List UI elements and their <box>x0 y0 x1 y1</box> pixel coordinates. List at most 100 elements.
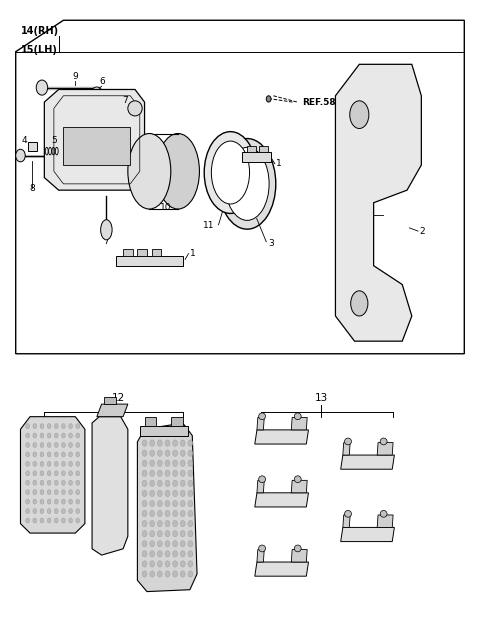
Ellipse shape <box>157 440 162 446</box>
Text: 3: 3 <box>268 238 274 248</box>
Polygon shape <box>291 550 307 562</box>
Text: 7: 7 <box>104 236 109 246</box>
Text: 7: 7 <box>122 96 128 106</box>
Ellipse shape <box>142 550 147 557</box>
Ellipse shape <box>150 470 155 477</box>
Ellipse shape <box>47 471 51 476</box>
Ellipse shape <box>76 518 80 523</box>
Text: 2: 2 <box>419 227 425 236</box>
Ellipse shape <box>33 499 36 504</box>
Ellipse shape <box>157 550 162 557</box>
Ellipse shape <box>128 101 142 116</box>
Ellipse shape <box>157 470 162 477</box>
Ellipse shape <box>294 476 301 483</box>
Ellipse shape <box>54 442 58 447</box>
Ellipse shape <box>266 96 271 102</box>
Ellipse shape <box>259 413 265 420</box>
Ellipse shape <box>26 461 30 466</box>
Ellipse shape <box>47 518 51 523</box>
Ellipse shape <box>180 450 185 456</box>
Ellipse shape <box>61 509 65 514</box>
Text: 11: 11 <box>203 221 215 230</box>
Ellipse shape <box>180 470 185 477</box>
Ellipse shape <box>142 470 147 477</box>
Ellipse shape <box>188 440 193 446</box>
Ellipse shape <box>40 490 44 495</box>
Ellipse shape <box>188 521 193 527</box>
Ellipse shape <box>173 561 178 567</box>
Ellipse shape <box>61 442 65 447</box>
Ellipse shape <box>157 561 162 567</box>
Ellipse shape <box>142 521 147 527</box>
Ellipse shape <box>76 499 80 504</box>
Ellipse shape <box>47 509 51 514</box>
Ellipse shape <box>380 511 387 517</box>
Ellipse shape <box>165 561 170 567</box>
Ellipse shape <box>150 460 155 466</box>
Ellipse shape <box>173 531 178 537</box>
Ellipse shape <box>26 452 30 457</box>
Ellipse shape <box>142 460 147 466</box>
Ellipse shape <box>40 480 44 485</box>
Ellipse shape <box>76 509 80 514</box>
Ellipse shape <box>54 518 58 523</box>
Bar <box>171 417 183 426</box>
Ellipse shape <box>76 442 80 447</box>
Ellipse shape <box>204 131 257 214</box>
Ellipse shape <box>69 499 72 504</box>
Ellipse shape <box>259 545 265 552</box>
Polygon shape <box>21 416 85 533</box>
Ellipse shape <box>54 499 58 504</box>
Ellipse shape <box>76 480 80 485</box>
Ellipse shape <box>165 511 170 517</box>
Ellipse shape <box>47 452 51 457</box>
Ellipse shape <box>54 433 58 438</box>
Ellipse shape <box>165 521 170 527</box>
Ellipse shape <box>76 423 80 428</box>
Ellipse shape <box>188 480 193 487</box>
Ellipse shape <box>165 460 170 466</box>
Ellipse shape <box>61 490 65 495</box>
Ellipse shape <box>150 480 155 487</box>
Ellipse shape <box>33 490 36 495</box>
Ellipse shape <box>150 561 155 567</box>
Polygon shape <box>257 417 264 430</box>
Ellipse shape <box>180 571 185 577</box>
Ellipse shape <box>173 571 178 577</box>
Ellipse shape <box>350 101 369 128</box>
Polygon shape <box>63 127 130 165</box>
Ellipse shape <box>142 571 147 577</box>
Text: 14(RH): 14(RH) <box>21 26 59 36</box>
Ellipse shape <box>173 550 178 557</box>
Bar <box>137 248 147 256</box>
Ellipse shape <box>26 518 30 523</box>
Ellipse shape <box>188 501 193 507</box>
Ellipse shape <box>157 460 162 466</box>
Ellipse shape <box>61 471 65 476</box>
Ellipse shape <box>188 460 193 466</box>
Ellipse shape <box>157 450 162 456</box>
Ellipse shape <box>69 442 72 447</box>
Ellipse shape <box>188 540 193 547</box>
Ellipse shape <box>150 531 155 537</box>
Text: 12: 12 <box>112 393 125 403</box>
Ellipse shape <box>180 501 185 507</box>
Ellipse shape <box>188 550 193 557</box>
Bar <box>152 248 161 256</box>
Bar <box>140 426 188 435</box>
Ellipse shape <box>157 480 162 487</box>
Ellipse shape <box>173 490 178 497</box>
Ellipse shape <box>33 509 36 514</box>
Ellipse shape <box>26 499 30 504</box>
Ellipse shape <box>188 531 193 537</box>
Ellipse shape <box>180 511 185 517</box>
Ellipse shape <box>173 440 178 446</box>
Ellipse shape <box>188 490 193 497</box>
Ellipse shape <box>33 518 36 523</box>
Ellipse shape <box>47 461 51 466</box>
Polygon shape <box>343 515 350 528</box>
Ellipse shape <box>61 480 65 485</box>
Ellipse shape <box>40 423 44 428</box>
Ellipse shape <box>47 480 51 485</box>
Ellipse shape <box>150 501 155 507</box>
